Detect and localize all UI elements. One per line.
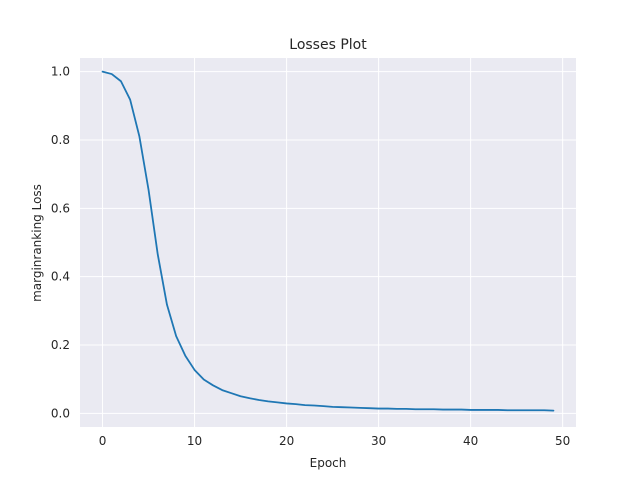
x-tick-label: 40 bbox=[463, 434, 478, 448]
x-tick-label: 20 bbox=[279, 434, 294, 448]
x-tick-labels: 0 10 20 30 40 50 bbox=[99, 434, 571, 448]
x-tick-label: 10 bbox=[187, 434, 202, 448]
y-tick-label: 0.6 bbox=[51, 201, 70, 215]
series-line bbox=[101, 70, 555, 412]
x-axis-label: Epoch bbox=[310, 456, 347, 470]
y-tick-label: 0.0 bbox=[51, 406, 70, 420]
y-tick-label: 0.2 bbox=[51, 338, 70, 352]
grid bbox=[80, 58, 576, 427]
x-tick-label: 30 bbox=[371, 434, 386, 448]
y-axis-label: marginranking Loss bbox=[30, 184, 44, 302]
y-tick-label: 0.8 bbox=[51, 133, 70, 147]
x-tick-label: 0 bbox=[99, 434, 107, 448]
chart-title: Losses Plot bbox=[289, 37, 367, 53]
x-tick-label: 50 bbox=[555, 434, 570, 448]
y-tick-label: 1.0 bbox=[51, 65, 70, 79]
plot-area bbox=[80, 58, 576, 427]
y-tick-labels: 0.0 0.2 0.4 0.6 0.8 1.0 bbox=[51, 65, 70, 421]
y-tick-label: 0.4 bbox=[51, 270, 70, 284]
